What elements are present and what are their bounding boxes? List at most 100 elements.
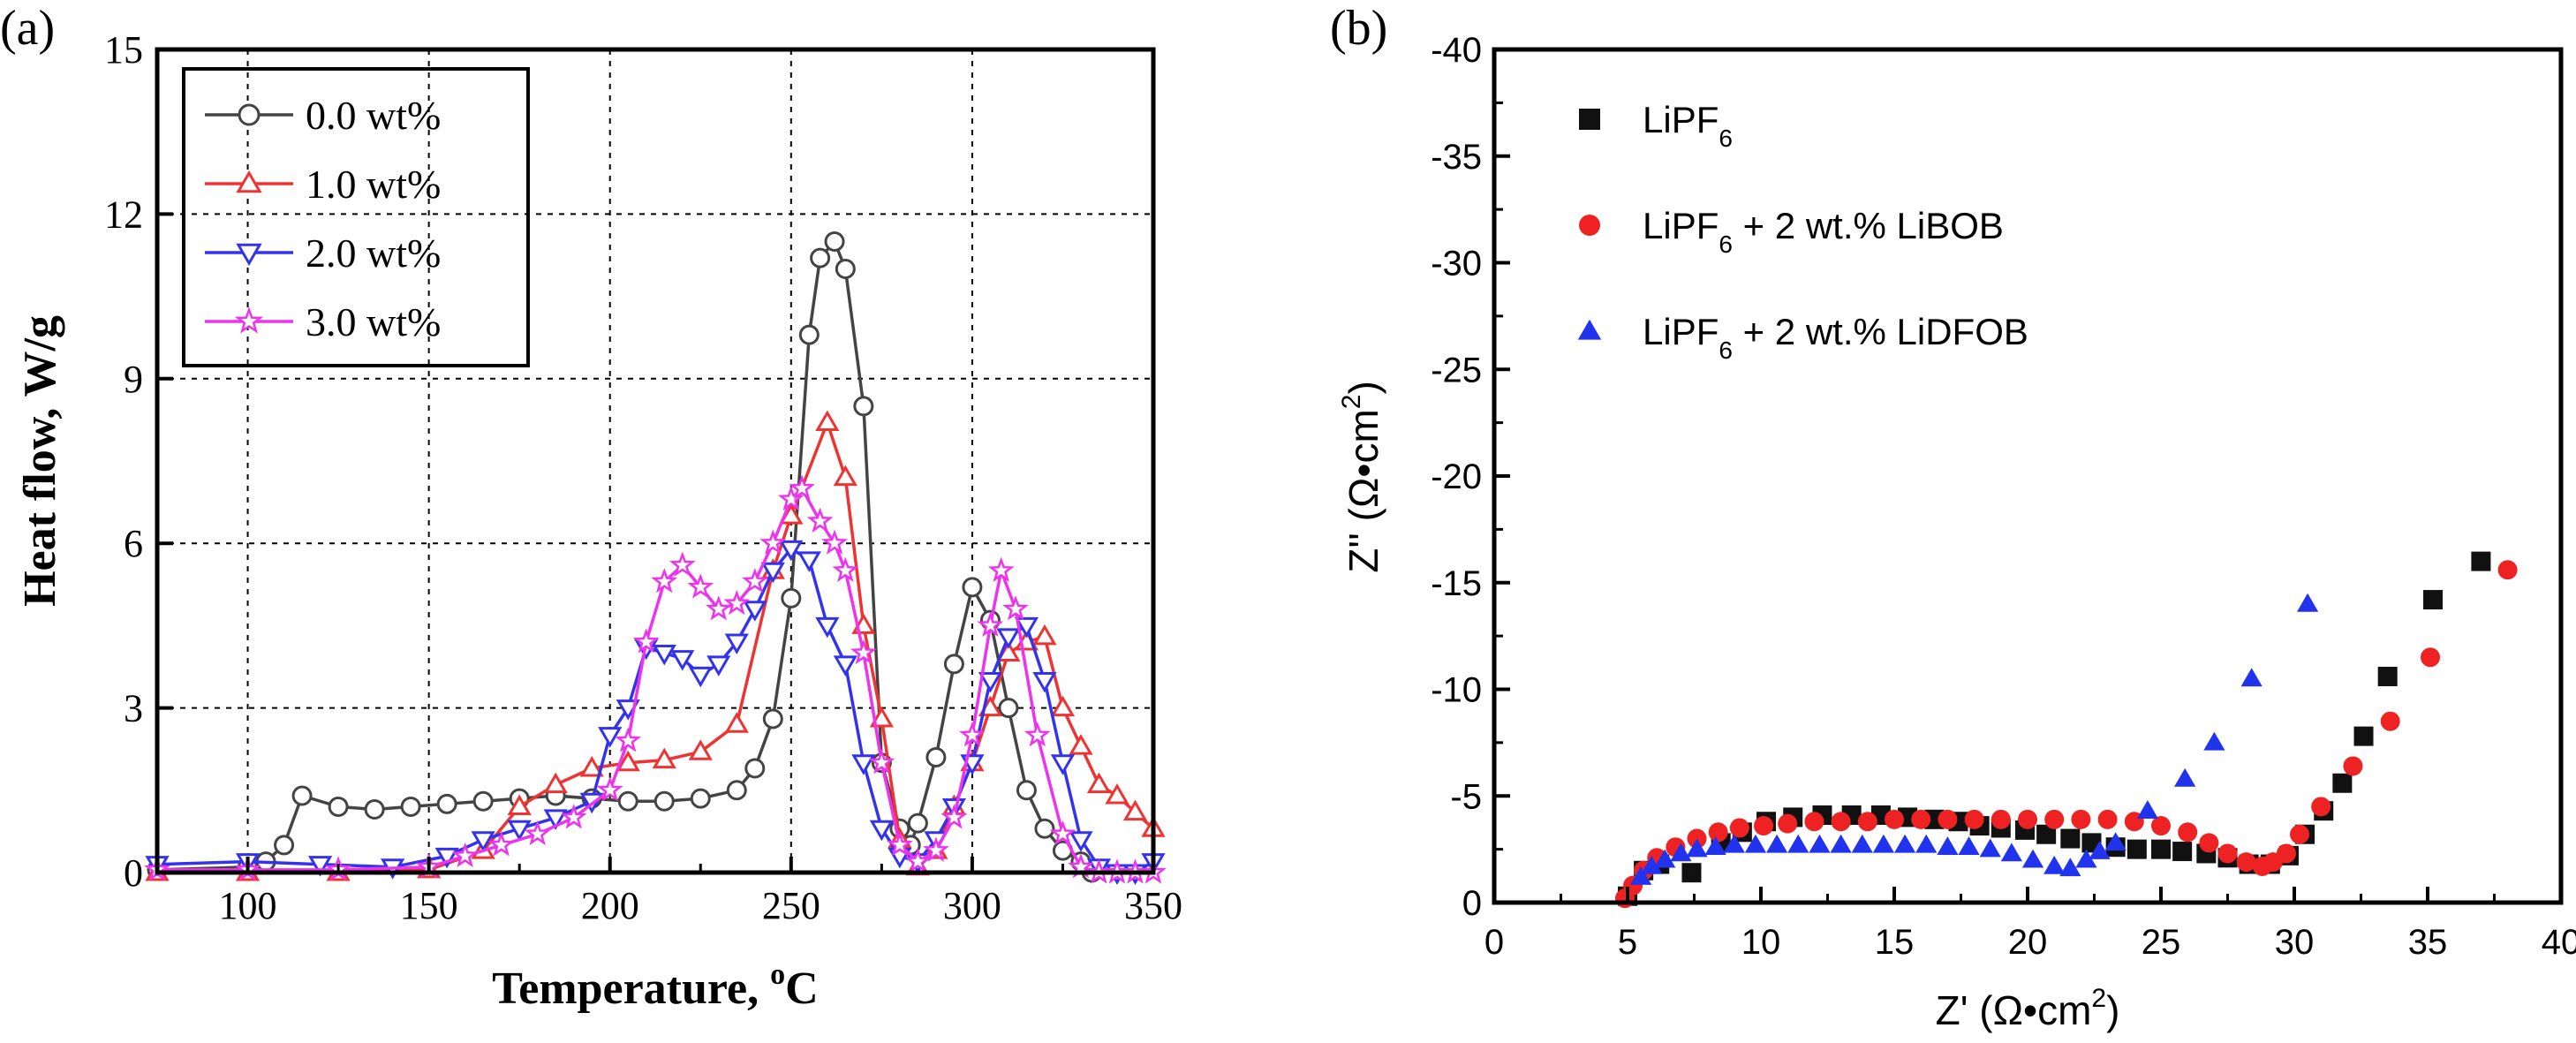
panel-a-data-point <box>1034 818 1055 839</box>
panel-b-data-point <box>2104 832 2127 851</box>
panel-b-data-point <box>1787 834 1809 853</box>
panel-b-data-point <box>2297 593 2319 612</box>
panel-a-x-tick-label: 100 <box>219 884 277 927</box>
panel-b-data-point <box>1924 809 1945 829</box>
panel-a-series-line <box>157 487 1153 874</box>
panel-a-y-tick-label: 3 <box>124 687 143 730</box>
panel-b-series-lipf6-2-wt-libob <box>1614 560 2518 909</box>
panel-a-x-tick-label: 150 <box>400 884 458 927</box>
panel-a-data-point <box>1069 734 1093 755</box>
panel-b-x-axis-title: Z' (Ω•cm2) <box>1936 984 2120 1033</box>
panel-a-data-point <box>789 474 815 500</box>
panel-b-x-tick-label: 40 <box>2542 923 2576 962</box>
panel-a-data-point <box>833 465 857 487</box>
panel-b-data-point <box>2151 816 2171 836</box>
panel-b-data-point <box>2000 843 2022 862</box>
panel-a-data-point <box>724 712 749 733</box>
panel-a-data-point <box>851 754 876 775</box>
panel-a-data-point <box>806 507 834 533</box>
panel-b-data-point <box>2276 843 2296 864</box>
panel-a-data-point <box>471 831 495 852</box>
panel-a-data-point <box>996 628 1021 649</box>
panel-a-legend: 0.0 wt% 1.0 wt% 2.0 wt% 3.0 wt% <box>182 67 530 367</box>
panel-b-legend-label: LiPF6 + 2 wt.% LiDFOB <box>1643 311 2028 364</box>
panel-b-data-point <box>1857 812 1877 832</box>
panel-b-x-tick-label: 25 <box>2142 923 2181 962</box>
panel-b-data-point <box>2421 647 2441 668</box>
panel-a-label: (a) <box>0 1 55 56</box>
panel-a-y-tick-label: 15 <box>104 28 143 72</box>
panel-b-data-point <box>1809 834 1831 853</box>
panel-b-data-point <box>1754 816 1774 836</box>
panel-a-data-point <box>307 856 333 877</box>
panel-b-data-point <box>1729 818 1749 838</box>
panel-b-legend-entry: LiPF6 + 2 wt.% LiDFOB <box>1577 311 2028 364</box>
panel-b-data-point <box>2097 809 2118 829</box>
panel-a-data-point <box>925 747 947 768</box>
panel-a-data-point <box>815 410 840 432</box>
panel-a-data-point <box>400 796 421 817</box>
panel-a: (a) 100 150 200 250 300 350 0 3 6 9 12 15 Temperatu… <box>0 1 1182 1014</box>
panel-a-legend-entry: 3.0 wt% <box>205 299 441 344</box>
panel-b-data-point <box>2497 560 2518 580</box>
panel-a-x-tick-label: 300 <box>943 884 1001 927</box>
panel-b-data-point <box>1804 812 1824 832</box>
panel-a-y-tick-label: 0 <box>124 851 143 895</box>
panel-b-data-point <box>2059 858 2081 877</box>
panel-b-data-point <box>2343 756 2363 776</box>
panel-b-data-point <box>2199 833 2219 853</box>
panel-b-data-point <box>2380 711 2400 731</box>
panel-b-data-point <box>1654 849 1676 868</box>
panel-b-data-point <box>1681 863 1702 883</box>
panel-a-data-point <box>941 804 968 829</box>
panel-b-y-tick-label: -15 <box>1431 564 1482 603</box>
panel-b-x-tick-label: 20 <box>2008 923 2048 962</box>
panel-a-x-tick-label: 250 <box>762 884 820 927</box>
panel-a-series <box>144 231 1167 885</box>
panel-a-data-point <box>904 848 932 873</box>
panel-a-data-point <box>1024 722 1051 747</box>
panel-b-y-tick-label: -20 <box>1431 457 1482 496</box>
panel-a-data-point <box>706 655 731 676</box>
panel-a-x-tick-label: 350 <box>1124 884 1182 927</box>
panel-b-legend: LiPF6 LiPF6 + 2 wt.% LiBOB LiPF6 + 2 wt.% … <box>1577 99 2028 364</box>
panel-b-data-point <box>1937 836 1959 856</box>
panel-b-data-point <box>2021 849 2044 868</box>
panel-b-data-point <box>2471 551 2491 571</box>
panel-b-data-point <box>2332 773 2353 793</box>
panel-a-data-point <box>688 739 713 760</box>
panel-a-y-tick-label: 9 <box>124 358 143 401</box>
panel-a-legend-label: 0.0 wt% <box>306 93 441 138</box>
panel-a-ticks: 100 150 200 250 300 350 0 3 6 9 12 15 <box>104 28 1182 927</box>
panel-a-data-point <box>616 750 640 772</box>
panel-a-data-point <box>1069 831 1093 852</box>
panel-b-data-point <box>2236 852 2256 873</box>
panel-b-data-point <box>2240 668 2262 687</box>
panel-a-legend-marker <box>236 243 262 267</box>
panel-b-data-point <box>2075 849 2097 868</box>
panel-a-series-3-0-wt <box>144 474 1167 884</box>
panel-b-data-point <box>1979 838 2001 858</box>
panel-b-data-point <box>1938 809 1958 829</box>
panel-a-data-point <box>1049 820 1076 846</box>
panel-a-legend-items: 0.0 wt% 1.0 wt% 2.0 wt% 3.0 wt% <box>205 93 441 344</box>
panel-b-data-point <box>1670 843 1692 862</box>
panel-b-data-point <box>1831 812 1851 832</box>
panel-a-data-point <box>797 551 821 572</box>
panel-b-y-tick-label: -5 <box>1450 777 1482 816</box>
panel-a-data-point <box>726 780 747 801</box>
panel-a-data-point <box>705 595 732 621</box>
panel-b-data-point <box>1686 838 1708 858</box>
panel-b-data-point <box>2089 840 2111 859</box>
panel-a-data-point <box>596 776 623 802</box>
panel-b-x-tick-label: 5 <box>1618 923 1637 962</box>
panel-a-data-point <box>687 573 714 599</box>
panel-b-y-tick-label: 0 <box>1462 884 1482 923</box>
panel-a-series-line <box>156 239 1093 874</box>
panel-a-data-point <box>364 799 385 820</box>
panel-a-data-point <box>959 722 986 747</box>
panel-a-data-point <box>507 794 532 815</box>
panel-a-data-point <box>653 790 675 812</box>
panel-a-data-point <box>779 540 804 562</box>
panel-b-data-point <box>2377 667 2398 687</box>
